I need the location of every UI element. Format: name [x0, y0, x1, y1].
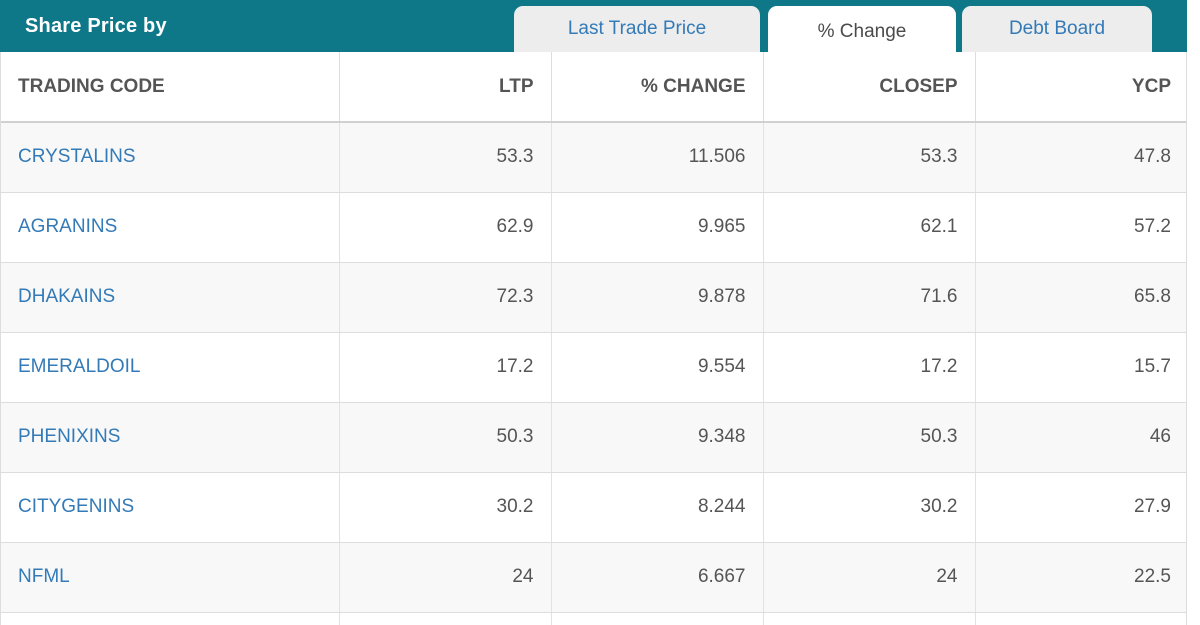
- closep-cell: 24: [763, 542, 976, 613]
- share-price-table: TRADING CODE LTP % CHANGE CLOSEP YCP CRY…: [1, 52, 1186, 625]
- trading-code-link[interactable]: PHENIXINS: [18, 426, 121, 447]
- widget-title: Share Price by: [25, 14, 167, 37]
- percent-change-cell: 11.506: [551, 122, 764, 193]
- trading-code-link[interactable]: CITYGENINS: [18, 496, 135, 517]
- table-row: EMERALDOIL 17.2 9.554 17.2 15.7: [1, 332, 1186, 403]
- closep-cell: 50.3: [763, 402, 976, 473]
- tab-percent-change[interactable]: % Change: [768, 6, 956, 58]
- column-header-ltp: LTP: [339, 52, 552, 123]
- table-row: CITYGENINS 30.2 8.244 30.2 27.9: [1, 472, 1186, 543]
- percent-change-cell: 9.878: [551, 262, 764, 333]
- column-header-closep: CLOSEP: [763, 52, 976, 123]
- percent-change-cell: 9.348: [551, 402, 764, 473]
- percent-change-cell: 8.244: [551, 472, 764, 543]
- ycp-cell: 27.9: [975, 472, 1186, 543]
- table-header-row: TRADING CODE LTP % CHANGE CLOSEP YCP: [1, 52, 1186, 123]
- trading-code-link[interactable]: EMERALDOIL: [18, 356, 141, 377]
- ltp-cell: 30.2: [339, 472, 552, 543]
- table-row: PHENIXINS 50.3 9.348 50.3 46: [1, 402, 1186, 473]
- column-header-percent-change: % CHANGE: [551, 52, 764, 123]
- closep-cell: 53.3: [763, 122, 976, 193]
- ltp-cell: 50.3: [339, 402, 552, 473]
- percent-change-cell: 9.554: [551, 332, 764, 403]
- trading-code-link[interactable]: AGRANINS: [18, 216, 118, 237]
- percent-change-cell: 6.667: [551, 542, 764, 613]
- ltp-cell: 72.3: [339, 262, 552, 333]
- table-row: AGRANINS 62.9 9.965 62.1 57.2: [1, 192, 1186, 263]
- table-row: DHAKAINS 72.3 9.878 71.6 65.8: [1, 262, 1186, 333]
- closep-cell: 30.2: [763, 472, 976, 543]
- closep-cell: 62.1: [763, 192, 976, 263]
- ltp-cell: 24: [339, 542, 552, 613]
- percent-change-cell: 9.965: [551, 192, 764, 263]
- ycp-cell: 15.7: [975, 332, 1186, 403]
- closep-cell: 71.6: [763, 262, 976, 333]
- column-header-trading-code: TRADING CODE: [1, 52, 340, 123]
- tab-last-trade-price[interactable]: Last Trade Price: [514, 6, 760, 52]
- ycp-cell: 46: [975, 402, 1186, 473]
- trading-code-link[interactable]: NFML: [18, 566, 70, 587]
- ltp-cell: 53.3: [339, 122, 552, 193]
- table-row-partial: [1, 612, 1186, 625]
- ltp-cell: 62.9: [339, 192, 552, 263]
- trading-code-link[interactable]: CRYSTALINS: [18, 146, 136, 168]
- ycp-cell: 57.2: [975, 192, 1186, 263]
- widget-header-bar: Share Price by Last Trade Price % Change…: [0, 0, 1187, 58]
- ltp-cell: 17.2: [339, 332, 552, 403]
- ycp-cell: 65.8: [975, 262, 1186, 333]
- column-header-ycp: YCP: [975, 52, 1186, 123]
- ycp-cell: 47.8: [975, 122, 1186, 193]
- trading-code-link[interactable]: DHAKAINS: [18, 286, 116, 307]
- share-price-table-container: TRADING CODE LTP % CHANGE CLOSEP YCP CRY…: [0, 52, 1187, 625]
- closep-cell: 17.2: [763, 332, 976, 403]
- table-row: CRYSTALINS 53.3 11.506 53.3 47.8: [1, 122, 1186, 193]
- ycp-cell: 22.5: [975, 542, 1186, 613]
- table-row: NFML 24 6.667 24 22.5: [1, 542, 1186, 613]
- tab-debt-board[interactable]: Debt Board: [962, 6, 1152, 52]
